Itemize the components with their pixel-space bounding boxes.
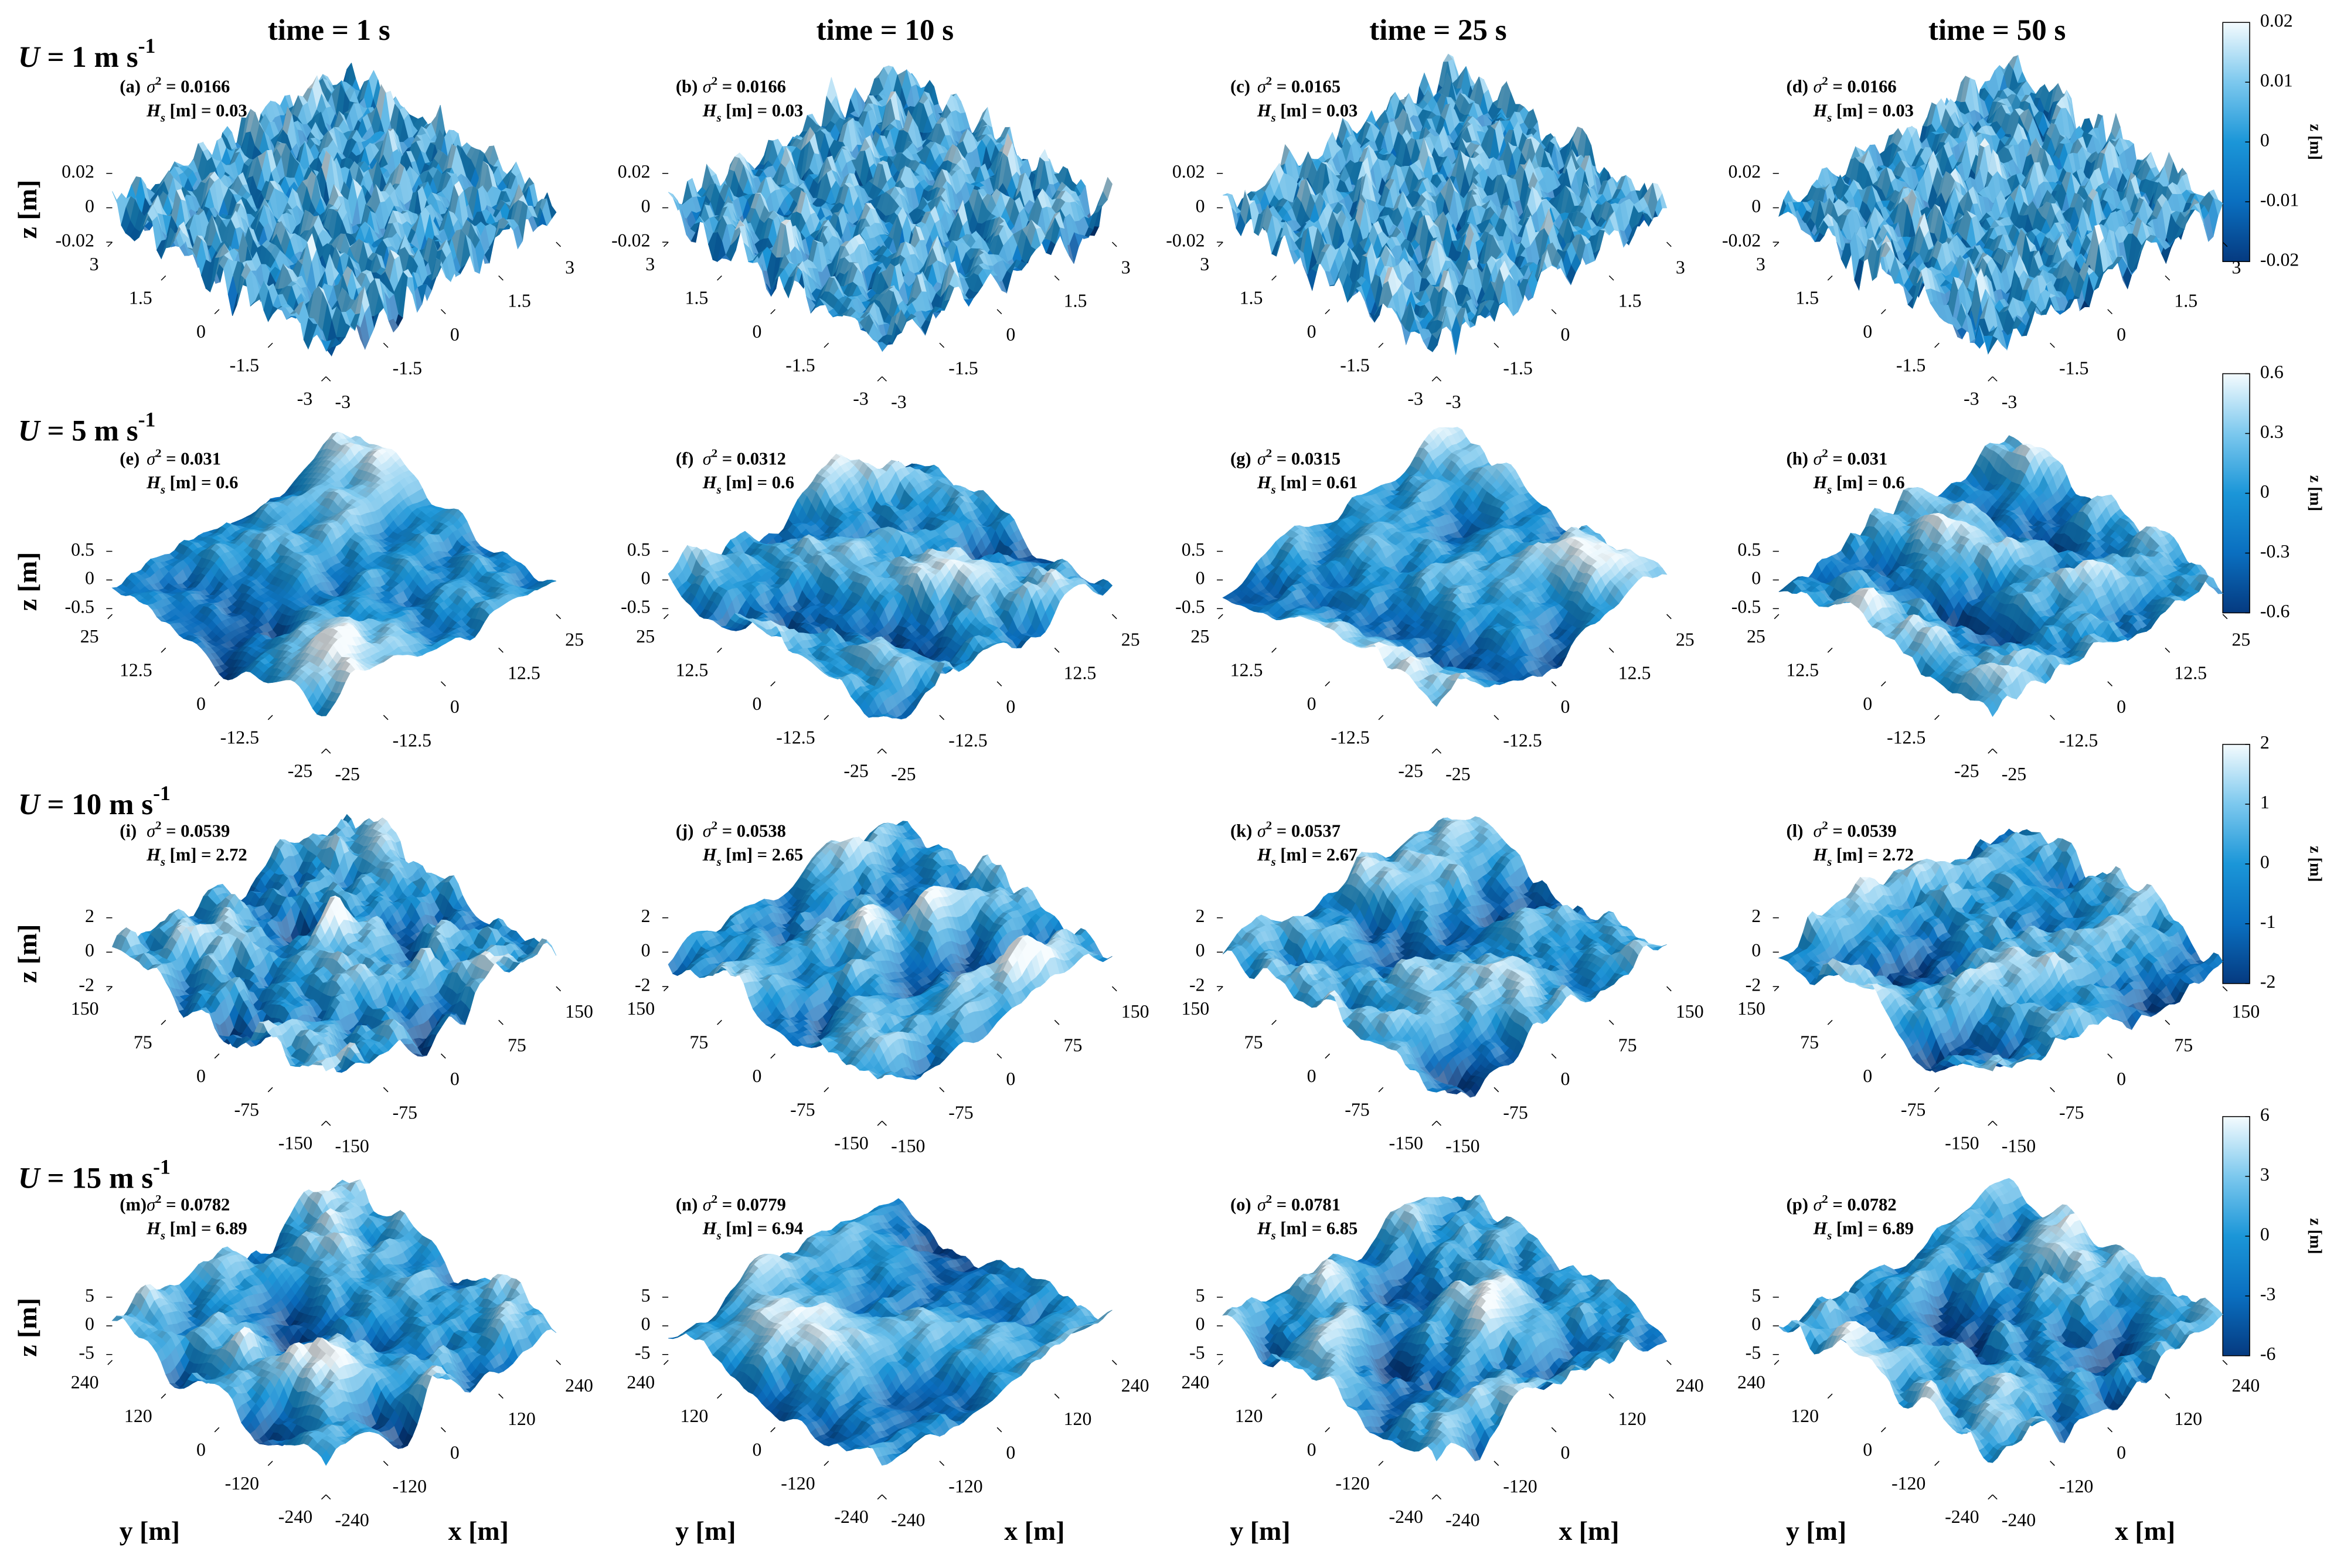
colorbar-tick-label: -1 xyxy=(2260,911,2276,932)
column-title: time = 10 s xyxy=(817,14,954,47)
column-title: time = 25 s xyxy=(1369,14,1506,47)
colorbar-tick-label: -0.01 xyxy=(2260,190,2299,210)
colorbar-tick-label: 6 xyxy=(2260,1104,2270,1125)
colorbar-tick-label: 0 xyxy=(2260,130,2270,151)
row-label-symbol: U xyxy=(18,1162,42,1195)
colorbar-label: z [m] xyxy=(2306,1218,2324,1254)
colorbar-label: z [m] xyxy=(2306,475,2324,512)
page: { "column_titles": ["time = 1 s", "time … xyxy=(0,0,2344,1568)
row-label-text: = 5 m s xyxy=(40,414,138,447)
colorbar-tick-label: -3 xyxy=(2260,1284,2276,1304)
colorbar-tick-label: 0 xyxy=(2260,1224,2270,1244)
colorbar-tick-label: 3 xyxy=(2260,1164,2270,1185)
row-label-exponent: -1 xyxy=(153,1155,171,1179)
row-label-symbol: U xyxy=(18,41,42,74)
row-label-exponent: -1 xyxy=(138,408,156,431)
colorbar-tick-label: 0.3 xyxy=(2260,421,2284,442)
column-title: time = 1 s xyxy=(268,14,390,47)
colorbar-tick-label: -0.3 xyxy=(2260,541,2289,562)
colorbar-tick-label: -0.6 xyxy=(2260,601,2289,621)
row-label-text: = 15 m s xyxy=(40,1162,153,1195)
colorbar-tick-label: 0 xyxy=(2260,852,2270,872)
colorbar-tick-label: 2 xyxy=(2260,732,2270,753)
colorbar-tick-label: -2 xyxy=(2260,971,2276,992)
colorbar-tick-label: 0 xyxy=(2260,481,2270,502)
row-label: U = 5 m s-1 xyxy=(18,408,155,448)
colorbar-label: z [m] xyxy=(2306,846,2324,882)
row-label: U = 15 m s-1 xyxy=(18,1155,171,1195)
row-label-text: = 1 m s xyxy=(40,41,138,74)
colorbar-tick-label: -6 xyxy=(2260,1343,2276,1364)
colorbar-tick-label: 1 xyxy=(2260,792,2270,812)
row-label: U = 1 m s-1 xyxy=(18,34,155,74)
column-title: time = 50 s xyxy=(1928,14,2066,47)
row-label-exponent: -1 xyxy=(153,781,171,805)
colorbar-tick-label: 0.01 xyxy=(2260,70,2293,91)
colorbar-tick-label: -0.02 xyxy=(2260,250,2299,270)
row-label-text: = 10 m s xyxy=(40,788,153,821)
row-label: U = 10 m s-1 xyxy=(18,781,171,821)
row-label-symbol: U xyxy=(18,788,42,821)
row-label-symbol: U xyxy=(18,414,42,447)
row-label-exponent: -1 xyxy=(138,34,156,57)
colorbar-tick-label: 0.6 xyxy=(2260,362,2284,382)
colorbar-tick-label: 0.02 xyxy=(2260,11,2293,31)
figure: time = 1 s time = 10 s time = 25 s time = 5… xyxy=(0,0,2344,1568)
colorbar-label: z [m] xyxy=(2306,124,2324,160)
